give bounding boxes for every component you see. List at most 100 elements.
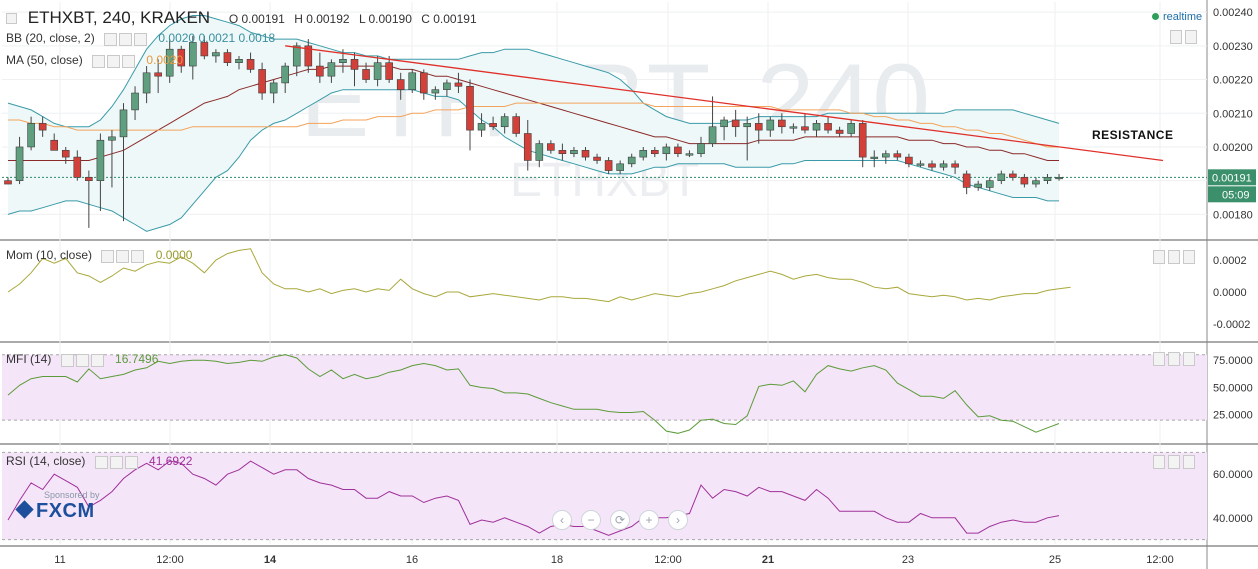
rsi-label: RSI (14, close) (6, 454, 86, 468)
gear-icon[interactable] (107, 55, 121, 69)
scroll-right-button[interactable]: › (668, 510, 688, 530)
mom-legend-buttons[interactable] (101, 248, 146, 264)
candle-down (73, 156, 82, 178)
gear-icon[interactable] (109, 456, 123, 470)
candle-down (61, 150, 70, 158)
sponsor-caption: Sponsored by (44, 490, 100, 500)
mom-label: Mom (10, close) (6, 248, 93, 262)
gear-icon[interactable] (116, 250, 130, 264)
mfi-pane-buttons[interactable] (1153, 350, 1198, 368)
open-value: O 0.00191 (228, 12, 285, 26)
candle-up (766, 119, 775, 131)
candle-up (1043, 177, 1052, 181)
last-price-tag-text: 0.00191 (1212, 172, 1252, 184)
sponsor-logo[interactable]: Sponsored by FXCM (15, 490, 100, 523)
candle-up (443, 82, 451, 90)
bb-legend-buttons[interactable] (104, 31, 149, 47)
candle-up (477, 123, 486, 131)
time-tick-label: 25 (1049, 554, 1061, 566)
chart-title: ETHXBT, 240, KRAKEN O 0.00191 H 0.00192 … (6, 8, 483, 28)
pane-up-icon[interactable] (1153, 351, 1165, 366)
candle-down (304, 45, 313, 67)
time-tick-label: 18 (551, 554, 563, 566)
pane-close-icon[interactable] (1183, 351, 1195, 366)
candle-up (916, 163, 925, 166)
candle-up (339, 59, 347, 63)
close-icon[interactable] (122, 55, 136, 69)
rsi-legend[interactable]: RSI (14, close) 41.6922 (6, 453, 192, 470)
reset-button[interactable]: ⟳ (610, 510, 630, 530)
gear-icon[interactable] (75, 354, 89, 368)
rsi-line (7, 460, 1060, 536)
main-pane-buttons[interactable] (1170, 28, 1200, 46)
close-icon[interactable] (134, 33, 148, 47)
eye-icon[interactable] (101, 250, 115, 264)
pane-up-icon[interactable] (1153, 454, 1165, 469)
bb-label: BB (20, close, 2) (6, 31, 95, 45)
pane-close-icon[interactable] (1183, 249, 1195, 264)
close-icon[interactable] (90, 354, 104, 368)
chart-navigation[interactable]: ‹ − ⟳ + › (552, 510, 697, 530)
scroll-left-button[interactable]: ‹ (552, 510, 572, 530)
candle-up (108, 136, 116, 141)
ma-legend[interactable]: MA (50, close) 0.0020 (6, 52, 183, 69)
candle-up (165, 48, 174, 77)
mfi-legend-buttons[interactable] (60, 352, 106, 368)
candle-down (154, 72, 162, 77)
candle-up (373, 62, 382, 80)
candle-down (4, 180, 12, 185)
close-icon[interactable] (124, 456, 138, 470)
bb-legend[interactable]: BB (20, close, 2) 0.0020 0.0021 0.0018 (6, 30, 275, 47)
rsi-legend-buttons[interactable] (94, 454, 140, 470)
candle-up (997, 173, 1006, 181)
momentum-line (7, 248, 1071, 303)
candle-down (835, 129, 844, 134)
pane-down-icon[interactable] (1168, 454, 1180, 469)
price-tick-label: 0.00200 (1213, 142, 1253, 154)
price-tick-label: 0.00230 (1213, 41, 1253, 53)
candle-up (789, 126, 798, 129)
ma-label: MA (50, close) (6, 53, 83, 67)
mom-tick-label: 0.0000 (1213, 287, 1247, 299)
candle-up (269, 82, 278, 94)
zoom-out-button[interactable]: − (581, 510, 601, 530)
close-icon[interactable] (131, 250, 145, 264)
time-tick-label: 12:00 (654, 554, 682, 566)
candle-down (951, 163, 959, 168)
candle-down (1020, 177, 1029, 185)
collapse-toggle[interactable] (6, 13, 17, 25)
eye-icon[interactable] (104, 33, 118, 47)
candle-up (985, 180, 994, 188)
candle-down (489, 123, 497, 128)
pane-up-icon[interactable] (1153, 249, 1165, 264)
pane-down-icon[interactable] (1168, 351, 1180, 366)
eye-icon[interactable] (60, 354, 74, 368)
mom-pane-buttons[interactable] (1153, 248, 1198, 266)
eye-icon[interactable] (94, 456, 108, 470)
mom-value: 0.0000 (155, 248, 193, 262)
pane-down-icon[interactable] (1185, 29, 1197, 44)
candle-up (292, 45, 301, 67)
candle-up (1055, 177, 1063, 180)
pane-close-icon[interactable] (1183, 454, 1195, 469)
candle-down (50, 139, 59, 151)
eye-icon[interactable] (92, 55, 106, 69)
candle-up (281, 65, 290, 84)
gear-icon[interactable] (119, 33, 133, 47)
ma-legend-buttons[interactable] (92, 53, 137, 69)
price-tick-label: 0.00210 (1213, 108, 1253, 120)
pane-up-icon[interactable] (1170, 29, 1182, 44)
zoom-in-button[interactable]: + (639, 510, 659, 530)
rsi-pane-buttons[interactable] (1153, 453, 1198, 471)
candle-up (639, 150, 648, 158)
candle-down (38, 123, 47, 131)
candle-up (327, 62, 336, 77)
candle-down (316, 65, 324, 77)
mfi-legend[interactable]: MFI (14) 16.7496 (6, 351, 158, 368)
candle-up (847, 123, 855, 134)
pane-down-icon[interactable] (1168, 249, 1180, 264)
last-price-tag (1208, 169, 1256, 186)
mom-legend[interactable]: Mom (10, close) 0.0000 (6, 247, 192, 264)
candle-up (15, 146, 24, 181)
